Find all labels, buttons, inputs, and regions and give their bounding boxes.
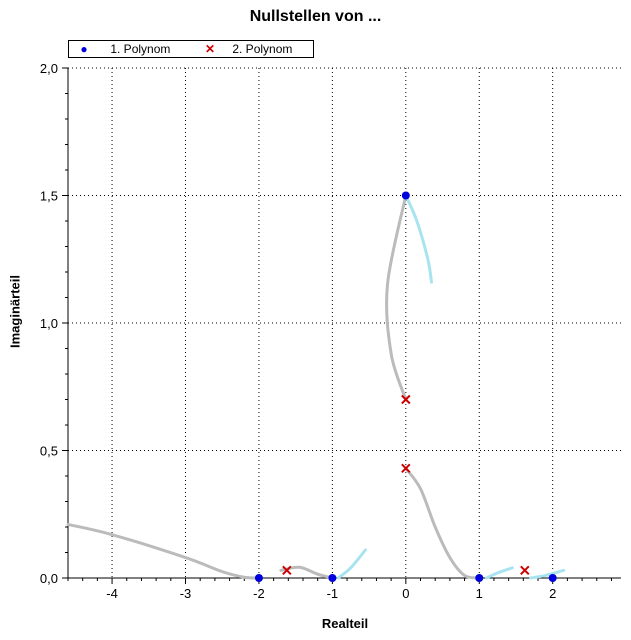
locus-path <box>336 548 367 580</box>
legend-label-1: 1. Polynom <box>110 42 171 56</box>
legend-label-2: 2. Polynom <box>232 42 293 56</box>
polynom2-root-point <box>401 463 411 474</box>
root-locus-paths <box>66 194 566 580</box>
grid-lines <box>68 67 621 578</box>
polynom2-root-point <box>401 394 411 405</box>
polynom1-root-point <box>328 574 337 582</box>
x-axis-label: Realteil <box>321 616 369 631</box>
legend-x-icon: ✕ <box>204 42 216 56</box>
locus-path <box>404 466 481 580</box>
x-mark-stroke <box>282 565 292 576</box>
locus-path <box>404 194 434 284</box>
x-tick-label: 1 <box>476 586 483 601</box>
polynom2-root-point <box>282 565 292 576</box>
polynom1-root-point <box>401 191 410 200</box>
y-tick-label: 2,0 <box>40 61 58 76</box>
data-points <box>254 191 557 582</box>
polynom1-root-point <box>548 574 557 582</box>
x-tick-label: -3 <box>180 586 192 601</box>
x-mark-stroke <box>520 565 530 576</box>
legend-item-2: ✕ 2. Polynom <box>203 41 292 57</box>
legend: ● 1. Polynom ✕ 2. Polynom <box>68 40 314 58</box>
locus-path <box>529 568 566 580</box>
polynom1-root-point <box>475 574 484 582</box>
locus-path <box>385 194 408 401</box>
x-tick-label: -1 <box>327 586 339 601</box>
y-tick-label: 1,0 <box>40 316 58 331</box>
legend-circle-icon: ● <box>80 42 88 56</box>
y-tick-label: 0,0 <box>40 571 58 586</box>
locus-path <box>485 566 514 580</box>
y-tick-label: 0,5 <box>40 444 58 459</box>
x-tick-label: 2 <box>549 586 556 601</box>
polynom2-root-point <box>520 565 530 576</box>
axes: -4 -3 -2 -1 0 1 2 0,0 0,5 1,0 1,5 2,0 <box>40 61 621 601</box>
chart-title: Nullstellen von ... <box>249 8 382 25</box>
x-tick-label: -2 <box>253 586 265 601</box>
y-tick-label: 1,5 <box>40 189 58 204</box>
polynom1-root-point <box>254 574 263 582</box>
y-axis-label: Imaginärteil <box>7 275 23 348</box>
x-tick-label: -4 <box>106 586 118 601</box>
x-tick-label: 0 <box>402 586 409 601</box>
locus-path <box>66 522 261 580</box>
x-mark-stroke <box>401 463 411 474</box>
x-mark-stroke <box>401 394 411 405</box>
legend-item-1: ● 1. Polynom <box>77 41 170 57</box>
